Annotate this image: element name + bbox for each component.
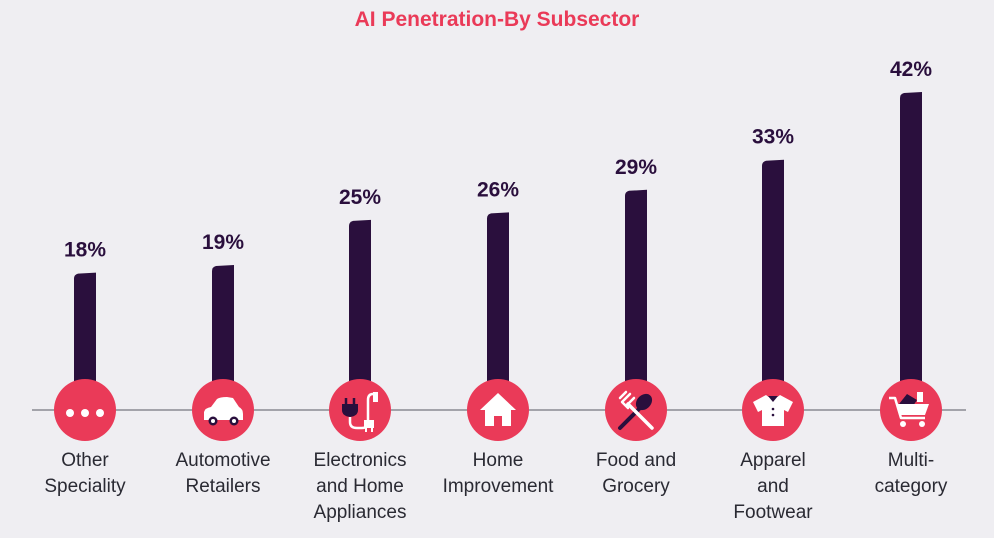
car-icon (192, 379, 254, 441)
shirt-icon (742, 379, 804, 441)
category-label: Automotive Retailers (175, 450, 271, 497)
category-label: Food and Grocery (595, 450, 677, 497)
value-label: 33% (752, 126, 794, 149)
value-label: 29% (615, 156, 657, 179)
category-label: Home Improvement (442, 450, 554, 497)
category-label: Other Speciality (44, 450, 126, 497)
bar (625, 189, 647, 410)
bar (74, 272, 96, 410)
value-label: 26% (477, 178, 519, 201)
chart-title: AI Penetration-By Subsector (354, 8, 640, 31)
bar (900, 92, 922, 410)
value-label: 42% (890, 58, 932, 81)
plug-icon (329, 379, 391, 441)
house-icon (467, 379, 529, 441)
cart-icon (880, 379, 942, 441)
value-label: 19% (202, 231, 244, 254)
category-label: Multi- category (874, 450, 948, 497)
category-label: Electronics and Home Appliances (313, 450, 407, 523)
bar (762, 159, 784, 410)
utensils-icon (605, 379, 667, 441)
dots-icon (54, 379, 116, 441)
bar (212, 265, 234, 410)
bar (487, 212, 509, 410)
value-label: 25% (339, 186, 381, 209)
category-label: Apparel and Footwear (733, 450, 813, 523)
value-label: 18% (64, 239, 106, 262)
bar (349, 219, 371, 410)
